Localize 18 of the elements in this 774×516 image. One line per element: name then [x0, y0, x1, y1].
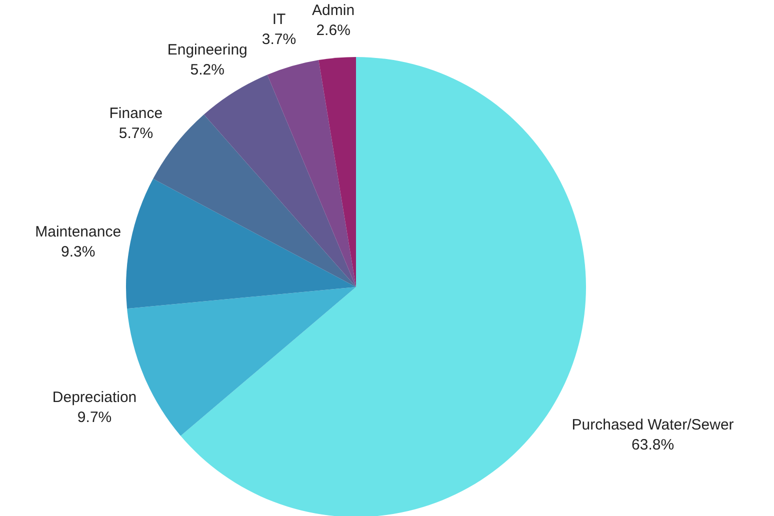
data-label: 9.3% — [60, 243, 96, 260]
pie-slice — [267, 60, 356, 287]
pie-slice — [204, 74, 356, 287]
data-label: 2.6% — [316, 22, 350, 39]
data-label: 3.7% — [262, 30, 296, 48]
slice-label: Admin — [312, 2, 355, 19]
slice-label: Maintenance — [35, 223, 122, 240]
data-label: 5.2% — [190, 62, 224, 79]
data-label: 63.8% — [632, 436, 674, 454]
data-label: 9.7% — [77, 409, 112, 426]
pie-slice — [318, 57, 356, 287]
slice-label: Depreciation — [52, 389, 137, 406]
slice-label: Engineering — [167, 42, 248, 59]
data-label: 5.7% — [118, 124, 154, 142]
slice-label: Finance — [109, 104, 163, 122]
pie-slice — [126, 178, 356, 309]
slice-label: IT — [272, 10, 286, 28]
slice-label: Purchased Water/Sewer — [572, 416, 734, 434]
